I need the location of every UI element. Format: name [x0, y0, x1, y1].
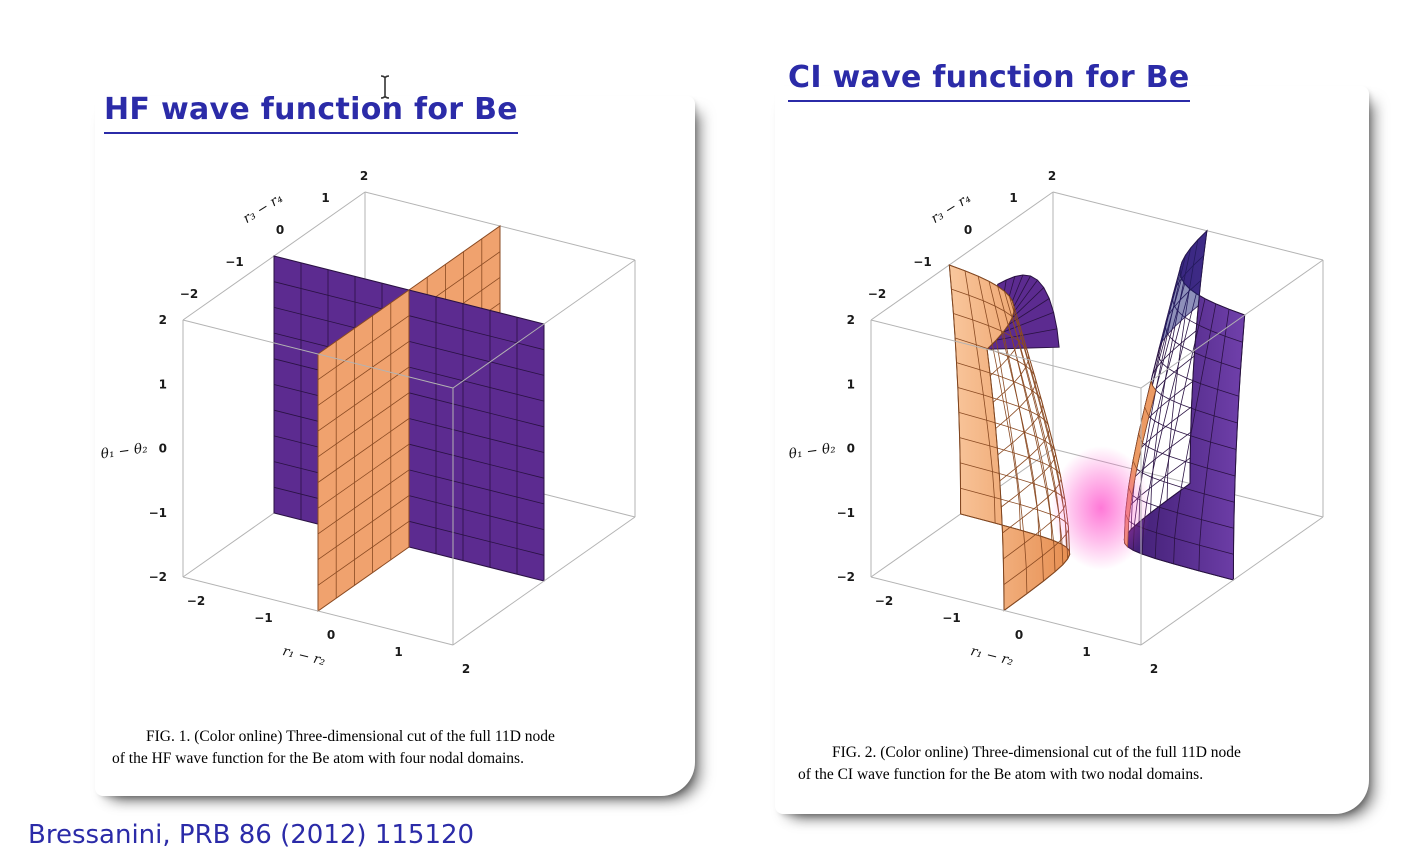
tick-label: −1 — [225, 255, 243, 269]
left-sheet-back-fold — [985, 274, 1060, 350]
box-edges-front — [870, 259, 1324, 646]
tick-label: 0 — [159, 442, 167, 456]
fig1-caption-line2: of the HF wave function for the Be atom … — [112, 750, 524, 768]
pink-glow — [1051, 446, 1151, 570]
tick-label: 2 — [1048, 169, 1056, 183]
tick-label: 2 — [1150, 662, 1158, 676]
tick-label: −2 — [875, 594, 893, 608]
tick-label: 2 — [159, 313, 167, 327]
bottom-axis-label: r₁ − r₂ — [969, 643, 1015, 669]
citation: Bressanini, PRB 86 (2012) 115120 — [28, 820, 475, 850]
fig2-card — [775, 86, 1369, 814]
purple-plane-near-half — [408, 289, 545, 582]
tick-label: −2 — [180, 287, 198, 301]
top-axis-label: r₃ − r₄ — [928, 190, 973, 227]
left-axis-label: θ₁ − θ₂ — [100, 440, 149, 462]
tick-label: 1 — [1009, 191, 1017, 205]
fig2-title: CI wave function for Be — [788, 60, 1190, 102]
tick-label: 0 — [327, 628, 335, 642]
orange-plane-near-half — [317, 289, 410, 612]
fig2-caption-line1: FIG. 2. (Color online) Three-dimensional… — [832, 744, 1241, 761]
left-axis-label: θ₁ − θ₂ — [788, 440, 837, 462]
tick-label: 0 — [964, 223, 972, 237]
tick-label: −1 — [837, 506, 855, 520]
tick-label: −1 — [254, 611, 272, 625]
tick-label: 0 — [276, 223, 284, 237]
top-axis-label: r₃ − r₄ — [240, 190, 285, 227]
tick-label: 1 — [847, 377, 855, 391]
tick-label: −1 — [913, 255, 931, 269]
tick-label: 2 — [462, 662, 470, 676]
bottom-axis-label: r₁ − r₂ — [281, 643, 327, 669]
fig1-caption-line1: FIG. 1. (Color online) Three-dimensional… — [146, 728, 555, 745]
tick-label: 0 — [1015, 628, 1023, 642]
tick-label: −1 — [149, 506, 167, 520]
text-cursor-icon — [380, 75, 390, 99]
navy-shading — [1159, 230, 1207, 349]
tick-label: 2 — [847, 313, 855, 327]
fig1-plot: 2 1 0 −1 −2 2 1 0 −1 −2 −2 −1 0 1 2 r₃ − r₄ θ₁ − θ₂ r₁ − … — [100, 169, 636, 676]
tick-label: 1 — [159, 377, 167, 391]
tick-label: 1 — [394, 645, 402, 659]
fig2-caption-line2: of the CI wave function for the Be atom … — [798, 766, 1204, 784]
tick-label: −2 — [868, 287, 886, 301]
tick-label: −1 — [942, 611, 960, 625]
fig2-plot: 2 1 0 −1 −2 2 1 0 −1 −2 −2 −1 0 1 2 r₃ − r₄ θ₁ − θ₂ r₁ − … — [788, 169, 1324, 676]
tick-label: −2 — [149, 570, 167, 584]
tick-label: −2 — [837, 570, 855, 584]
tick-label: 2 — [360, 169, 368, 183]
tick-label: 1 — [321, 191, 329, 205]
tick-label: 0 — [847, 442, 855, 456]
hf-node-surfaces — [273, 225, 545, 612]
tick-label: −2 — [187, 594, 205, 608]
box-edges-front — [182, 259, 636, 646]
fig1-caption: FIG. 1. (Color online) Three-dimensional… — [112, 726, 664, 771]
fig1-title: HF wave function for Be — [104, 92, 518, 134]
fig2-caption: FIG. 2. (Color online) Three-dimensional… — [798, 742, 1350, 787]
tick-label: 1 — [1082, 645, 1090, 659]
